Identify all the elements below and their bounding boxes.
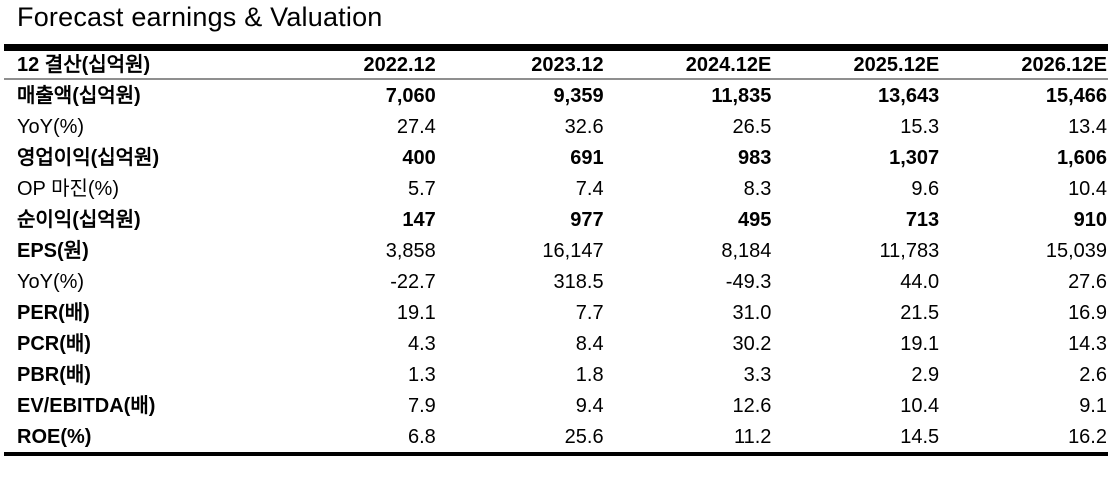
cell-value: 16.2: [1068, 425, 1107, 448]
row-label: PBR(배): [17, 363, 91, 386]
cell-value: 9,359: [553, 84, 604, 107]
cell-value: 9.6: [911, 177, 940, 200]
table-row: PER(배) 19.1 7.7 31.0 21.5 16.9: [4, 297, 1108, 328]
cell-value: 495: [738, 208, 772, 231]
cell-value: 27.6: [1068, 270, 1107, 293]
cell-value: 318.5: [553, 270, 604, 293]
header-col-2023: 2023.12: [531, 53, 604, 76]
row-label: 순이익(십억원): [17, 208, 141, 231]
cell-value: 21.5: [900, 301, 940, 324]
cell-value: -49.3: [725, 270, 772, 293]
cell-value: 6.8: [407, 425, 436, 448]
cell-value: 713: [905, 208, 940, 231]
row-label: EV/EBITDA(배): [17, 394, 156, 417]
row-label: 영업이익(십억원): [17, 146, 160, 169]
cell-value: 7,060: [385, 84, 436, 107]
cell-value: 983: [738, 146, 772, 169]
table-body: 매출액(십억원) 7,060 9,359 11,835 13,643 15,466 YoY(…: [4, 80, 1108, 452]
table-row: PBR(배) 1.3 1.8 3.3 2.9 2.6: [4, 359, 1108, 390]
header-col-2026e: 2026.12E: [1021, 53, 1107, 76]
cell-value: 147: [402, 208, 436, 231]
cell-value: 26.5: [732, 115, 772, 138]
cell-value: 13.4: [1068, 115, 1107, 138]
row-label: ROE(%): [17, 425, 92, 448]
cell-value: 4.3: [407, 332, 436, 355]
cell-value: 16.9: [1068, 301, 1107, 324]
cell-value: -22.7: [390, 270, 436, 293]
cell-value: 15.3: [900, 115, 940, 138]
cell-value: 5.7: [407, 177, 436, 200]
table-row: OP 마진(%) 5.7 7.4 8.3 9.6 10.4: [4, 173, 1108, 204]
cell-value: 25.6: [564, 425, 604, 448]
row-label: YoY(%): [17, 115, 85, 138]
cell-value: 1.8: [575, 363, 604, 386]
cell-value: 14.3: [1068, 332, 1107, 355]
header-col-2024e: 2024.12E: [685, 53, 772, 76]
row-label: 매출액(십억원): [17, 84, 141, 107]
row-label: YoY(%): [17, 270, 85, 293]
cell-value: 977: [570, 208, 604, 231]
table-row: 순이익(십억원) 147 977 495 713 910: [4, 204, 1108, 235]
row-label: EPS(원): [17, 239, 89, 262]
cell-value: 16,147: [542, 239, 604, 262]
cell-value: 3.3: [743, 363, 772, 386]
table-row: YoY(%) 27.4 32.6 26.5 15.3 13.4: [4, 111, 1108, 142]
cell-value: 19.1: [396, 301, 436, 324]
cell-value: 1.3: [407, 363, 436, 386]
table-row: 매출액(십억원) 7,060 9,359 11,835 13,643 15,466: [4, 80, 1108, 111]
cell-value: 9.4: [575, 394, 604, 417]
cell-value: 1,307: [889, 146, 940, 169]
cell-value: 910: [1073, 208, 1107, 231]
table-header-row: 12 결산(십억원) 2022.12 2023.12 2024.12E 2025…: [4, 51, 1108, 80]
cell-value: 10.4: [1068, 177, 1107, 200]
cell-value: 12.6: [732, 394, 772, 417]
cell-value: 8,184: [721, 239, 772, 262]
cell-value: 44.0: [900, 270, 940, 293]
cell-value: 15,466: [1045, 84, 1107, 107]
cell-value: 400: [402, 146, 436, 169]
cell-value: 10.4: [900, 394, 940, 417]
page-title: Forecast earnings & Valuation: [17, 2, 383, 32]
cell-value: 30.2: [732, 332, 772, 355]
cell-value: 3,858: [385, 239, 436, 262]
header-col-2025e: 2025.12E: [853, 53, 940, 76]
cell-value: 9.1: [1079, 394, 1107, 417]
cell-value: 691: [570, 146, 604, 169]
row-label: OP 마진(%): [17, 177, 119, 200]
table-row: ROE(%) 6.8 25.6 11.2 14.5 16.2: [4, 421, 1108, 452]
cell-value: 7.9: [407, 394, 436, 417]
row-label: PCR(배): [17, 332, 91, 355]
cell-value: 14.5: [900, 425, 940, 448]
table-row: EV/EBITDA(배) 7.9 9.4 12.6 10.4 9.1: [4, 390, 1108, 421]
row-label: PER(배): [17, 301, 90, 324]
cell-value: 32.6: [564, 115, 604, 138]
header-fiscal-label: 12 결산(십억원): [17, 53, 151, 76]
cell-value: 19.1: [900, 332, 940, 355]
table-row: 영업이익(십억원) 400 691 983 1,307 1,606: [4, 142, 1108, 173]
cell-value: 1,606: [1056, 146, 1107, 169]
cell-value: 11,783: [879, 239, 940, 262]
cell-value: 2.9: [911, 363, 940, 386]
cell-value: 8.3: [743, 177, 772, 200]
valuation-table: 12 결산(십억원) 2022.12 2023.12 2024.12E 2025…: [4, 44, 1108, 456]
cell-value: 11.2: [733, 425, 772, 448]
cell-value: 13,643: [878, 84, 940, 107]
table-row: YoY(%) -22.7 318.5 -49.3 44.0 27.6: [4, 266, 1108, 297]
cell-value: 27.4: [396, 115, 436, 138]
cell-value: 2.6: [1079, 363, 1107, 386]
cell-value: 11,835: [711, 84, 772, 107]
header-col-2022: 2022.12: [363, 53, 436, 76]
cell-value: 15,039: [1045, 239, 1107, 262]
cell-value: 8.4: [575, 332, 604, 355]
cell-value: 31.0: [732, 301, 772, 324]
table-row: PCR(배) 4.3 8.4 30.2 19.1 14.3: [4, 328, 1108, 359]
cell-value: 7.7: [575, 301, 604, 324]
cell-value: 7.4: [575, 177, 604, 200]
table-row: EPS(원) 3,858 16,147 8,184 11,783 15,039: [4, 235, 1108, 266]
